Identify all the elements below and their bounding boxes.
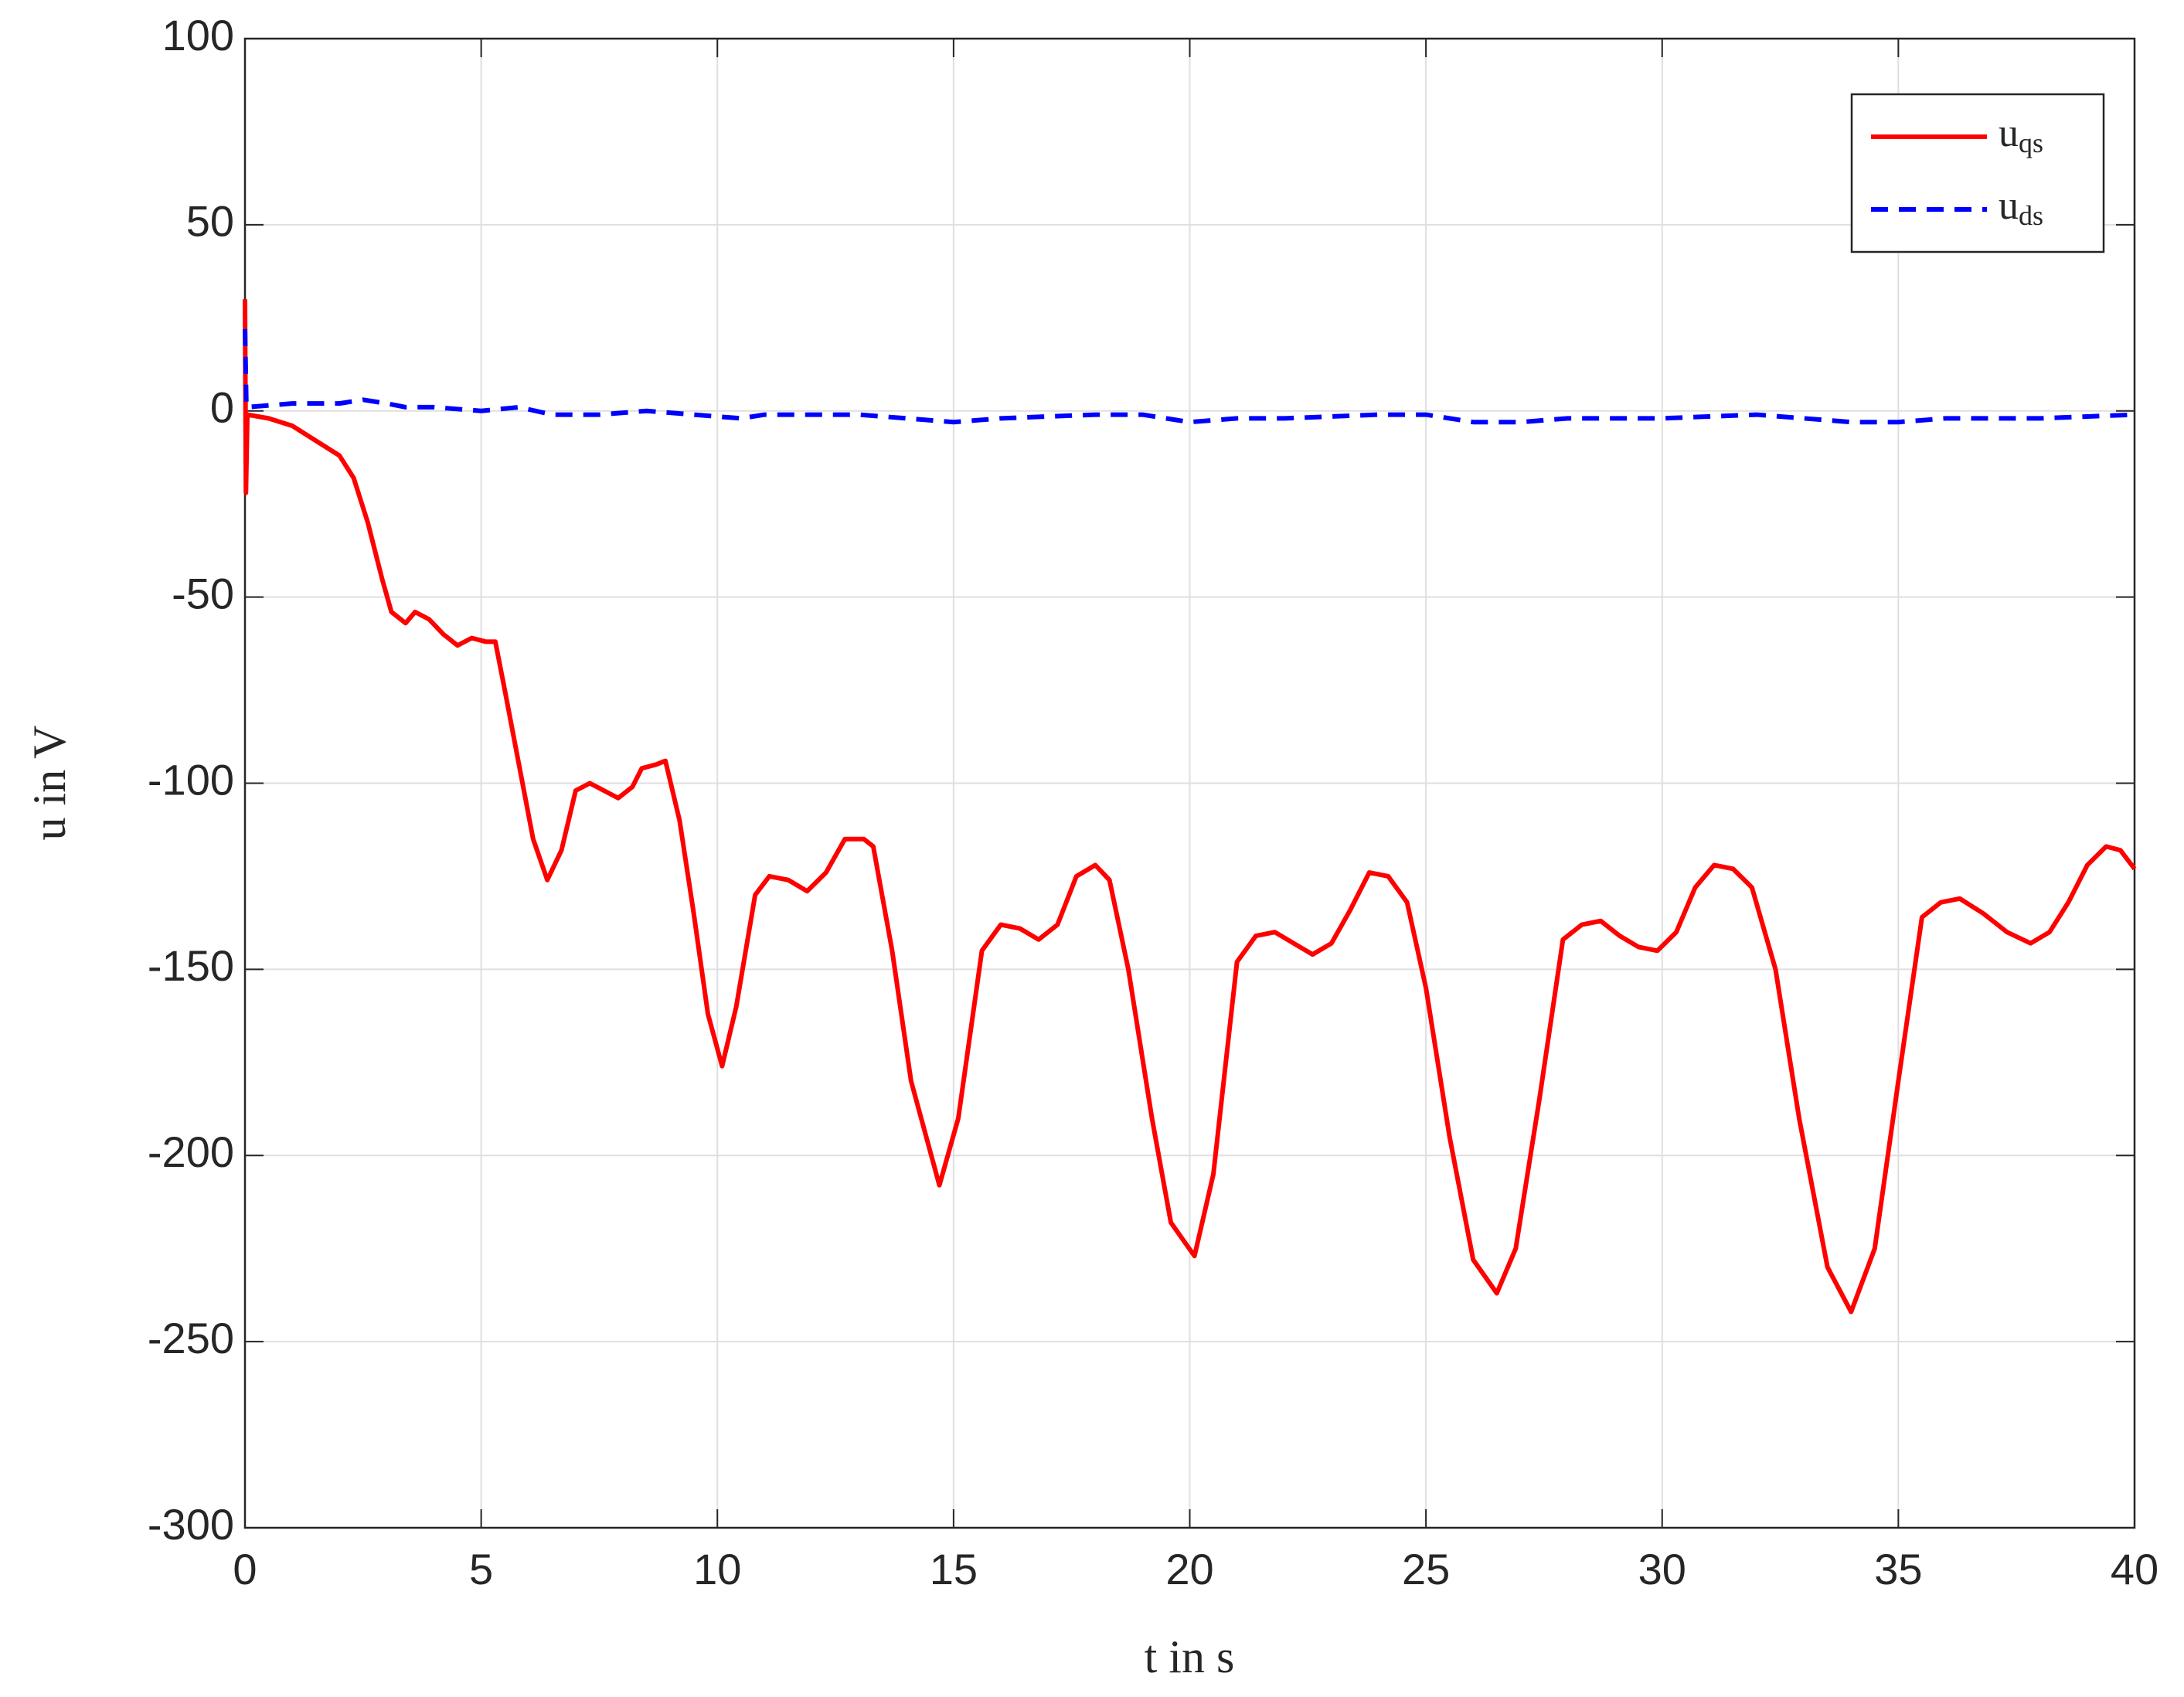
y-tick-label: -250 [148,1314,234,1362]
y-tick-label: -150 [148,941,234,990]
plot-frame [243,37,2136,1529]
y-tick-label: -100 [148,755,234,804]
x-tick-label: 0 [233,1545,257,1593]
line-series [243,299,2137,1314]
y-axis-label: u in V [24,726,75,841]
x-tick-label: 5 [469,1545,493,1593]
legend-box [1850,93,2105,253]
x-tick-label: 40 [2111,1545,2158,1593]
line-series [243,328,2135,425]
y-tick-label: -200 [148,1127,234,1176]
x-tick-label: 30 [1638,1545,1686,1593]
y-tick-label: 50 [186,197,234,246]
y-tick-label: 0 [210,383,234,432]
x-tick-label: 35 [1874,1545,1922,1593]
x-tick-label: 15 [930,1545,978,1593]
legend-label: uds [1999,184,2043,231]
x-tick-label: 25 [1402,1545,1450,1593]
legend-label: uqs [1999,111,2043,158]
y-tick-label: -50 [172,569,234,617]
y-tick-label: 100 [162,11,234,60]
x-tick-label: 10 [693,1545,741,1593]
x-axis-label: t in s [1145,1631,1235,1682]
x-tick-label: 20 [1165,1545,1213,1593]
y-tick-label: -300 [148,1500,234,1549]
